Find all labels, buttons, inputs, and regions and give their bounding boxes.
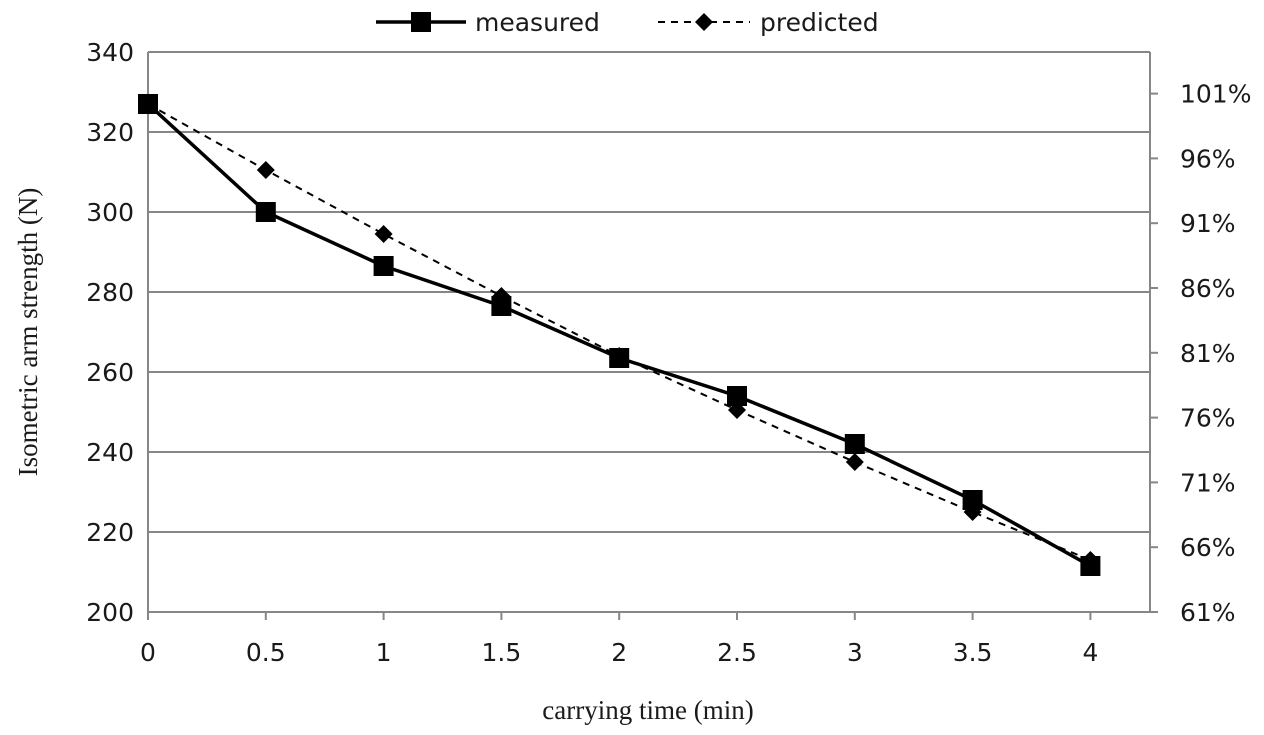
x-axis-title: carrying time (min) [542, 695, 753, 725]
axes [147, 52, 1158, 620]
y-axis-title: Isometric arm strength (N) [13, 188, 43, 477]
legend-label-predicted: predicted [760, 8, 879, 37]
y-tick-label: 320 [86, 118, 134, 147]
x-tick-label: 1 [376, 638, 392, 667]
y2-tick-label: 96% [1180, 144, 1236, 173]
y2-tick-label: 66% [1180, 533, 1236, 562]
measured-point [138, 94, 158, 114]
secondary-y-axis-tick-labels: 61% 66% 71% 76% 81% 86% 91% 96% 101% [1180, 80, 1251, 627]
legend: measured predicted [376, 8, 879, 37]
y2-tick-label: 91% [1180, 209, 1236, 238]
measured-line [146, 102, 1092, 568]
y-tick-label: 340 [86, 38, 134, 67]
measured-point [491, 296, 512, 316]
predicted-point [256, 161, 275, 179]
y2-tick-label: 101% [1180, 80, 1251, 109]
y-tick-label: 240 [86, 438, 134, 467]
x-tick-label: 0 [140, 638, 156, 667]
y2-tick-label: 86% [1180, 274, 1236, 303]
y2-tick-label: 61% [1180, 598, 1236, 627]
y-axis-tick-labels: 200 220 240 260 280 300 320 340 [86, 38, 134, 627]
legend-label-measured: measured [475, 8, 600, 37]
gridlines [148, 51, 1150, 533]
legend-item-predicted: predicted [658, 8, 879, 37]
measured-point [255, 202, 276, 222]
x-axis-tick-labels: 0 0.5 1 1.5 2 2.5 3 3.5 4 [140, 638, 1098, 667]
measured-point [609, 348, 630, 368]
measured-point [373, 256, 394, 276]
measured-point [727, 386, 747, 406]
legend-item-measured: measured [376, 8, 600, 37]
measured-point [1080, 556, 1101, 576]
x-tick-label: 2.5 [717, 638, 757, 667]
y-tick-label: 300 [86, 198, 134, 227]
y2-tick-label: 71% [1180, 468, 1236, 497]
series-predicted [139, 95, 1100, 569]
measured-point [844, 434, 865, 454]
x-tick-label: 4 [1082, 638, 1098, 667]
y-tick-label: 280 [86, 278, 134, 307]
y2-tick-label: 81% [1180, 339, 1236, 368]
legend-marker-measured [411, 12, 431, 32]
x-tick-label: 2 [611, 638, 627, 667]
x-tick-label: 3.5 [953, 638, 993, 667]
x-tick-label: 1.5 [482, 638, 522, 667]
legend-marker-predicted [695, 13, 713, 31]
predicted-line [147, 103, 1091, 561]
predicted-point [845, 453, 864, 471]
x-tick-label: 3 [847, 638, 863, 667]
predicted-point [374, 225, 393, 243]
y-tick-label: 260 [86, 358, 134, 387]
y-tick-label: 200 [86, 598, 134, 627]
measured-point [962, 490, 983, 510]
y-tick-label: 220 [86, 518, 134, 547]
x-tick-label: 0.5 [246, 638, 286, 667]
series [138, 94, 1101, 576]
series-measured [138, 94, 1101, 576]
y2-tick-label: 76% [1180, 404, 1236, 433]
